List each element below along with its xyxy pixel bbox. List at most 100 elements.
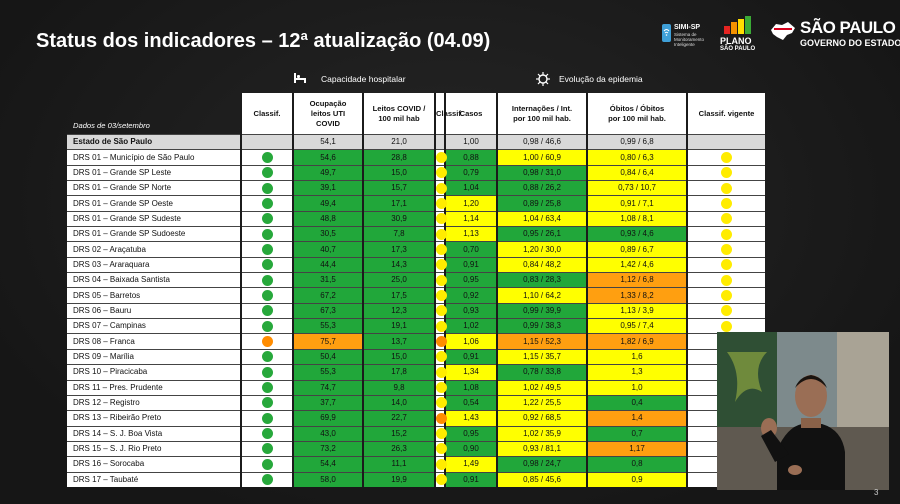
capacity-classification [240,318,293,334]
hospitalizations-value: 1,04 / 63,4 [496,210,587,227]
uti-occupancy-value: 74,7 [292,379,363,396]
uti-occupancy-value: 43,0 [292,425,363,442]
covid-beds-value: 15,7 [362,180,435,196]
virus-icon [536,72,550,86]
region-name: DRS 07 – Campinas [67,318,241,334]
hospitalizations-value: 1,20 / 30,0 [496,241,587,258]
cases-value: 1,43 [444,410,497,427]
status-dot-icon [261,274,273,286]
status-dot-icon [721,305,732,317]
table-body: Estado de São Paulo 54,1 21,0 1,00 0,98 / 46… [67,133,765,487]
table-row: DRS 13 – Ribeirão Preto 69,9 22,7 1,43 0,92 … [67,410,765,427]
table-row: DRS 14 – S. J. Boa Vista 43,0 15,2 0,95 1,02… [67,425,765,442]
uti-occupancy-value: 55,3 [292,318,363,334]
capacity-classification [240,226,293,242]
header-cases: Casos [444,93,497,135]
status-dot-icon [261,336,273,348]
cases-value: 0,95 [444,272,497,288]
hospitalizations-value: 1,10 / 64,2 [496,287,587,304]
header-uti-occupancy: Ocupação leitos UTI COVID [292,93,363,135]
region-name: DRS 09 – Marília [67,348,241,365]
covid-beds-value: 7,8 [362,226,435,242]
status-dot-icon [261,228,273,240]
deaths-value: 0,4 [586,394,687,411]
current-classification [686,180,765,196]
status-dot-icon [436,243,447,255]
header-deaths: Óbitos / Óbitos por 100 mil hab. [586,93,687,135]
status-dot-icon [261,443,273,455]
status-dot-icon [436,274,447,286]
epidemic-classification [434,180,447,196]
cases-value: 1,04 [444,180,497,196]
uti-occupancy-value: 54,4 [292,456,363,473]
status-dot-icon [436,151,447,163]
table-row: DRS 06 – Bauru 67,3 12,3 0,93 0,99 / 39,9 1,1… [67,302,765,319]
deaths-value: 0,93 / 4,6 [586,226,687,242]
table-row: DRS 15 – S. J. Rio Preto 73,2 26,3 0,90 0,93… [67,440,765,457]
covid-beds-value: 17,5 [362,287,435,304]
table-row: DRS 01 – Grande SP Sudeste 48,8 30,9 1,14 1,… [67,210,765,227]
hospitalizations-value: 0,99 / 38,3 [496,318,587,334]
table-row: DRS 01 – Município de São Paulo 54,6 28,8 0… [67,149,765,166]
hospitalizations-value: 1,15 / 35,7 [496,348,587,365]
capacity-classification [240,210,293,227]
region-name: DRS 10 – Piracicaba [67,364,241,380]
region-name: DRS 14 – S. J. Boa Vista [67,425,241,442]
deaths-value: 1,82 / 6,9 [586,333,687,350]
deaths-value: 0,84 / 6,4 [586,164,687,181]
region-name: DRS 04 – Baixada Santista [67,272,241,288]
sp-map-icon [771,22,795,40]
table-row: DRS 01 – Grande SP Norte 39,1 15,7 1,04 0,88… [67,180,765,196]
status-dot-icon [436,197,447,209]
cases-value: 1,00 [444,133,497,150]
status-dot-icon [261,182,273,194]
region-name: DRS 03 – Araraquara [67,256,241,273]
capacity-classification [240,149,293,166]
epidemic-classification [434,226,447,242]
header-covid-beds: Leitos COVID / 100 mil hab [362,93,435,135]
uti-occupancy-value: 54,6 [292,149,363,166]
uti-occupancy-value: 50,4 [292,348,363,365]
covid-beds-value: 30,9 [362,210,435,227]
simi-name: SIMI-SP [674,24,701,31]
status-dot-icon [261,290,273,301]
covid-beds-value: 21,0 [362,133,435,150]
capacity-classification [240,333,293,350]
status-dot-icon [436,182,447,194]
current-classification [686,149,765,166]
table-header-row: Dados de 03/setembro Classif. Ocupação l… [67,93,765,135]
header-current-classification: Classif. vigente [686,93,765,135]
epidemic-classification [434,333,447,350]
deaths-value: 0,89 / 6,7 [586,241,687,258]
epidemic-classification [434,425,447,442]
deaths-value: 1,08 / 8,1 [586,210,687,227]
hospitalizations-value: 0,84 / 48,2 [496,256,587,273]
current-classification [686,287,765,304]
region-name: DRS 11 – Pres. Prudente [67,379,241,396]
deaths-value: 1,6 [586,348,687,365]
deaths-value: 0,91 / 7,1 [586,195,687,212]
capacity-classification [240,133,293,150]
cases-value: 0,91 [444,256,497,273]
status-dot-icon [721,182,732,194]
deaths-value: 1,0 [586,379,687,396]
uti-occupancy-value: 48,8 [292,210,363,227]
capacity-classification [240,287,293,304]
current-classification [686,164,765,181]
plano-sp-logo: PLANO SÃO PAULO [720,16,762,56]
epidemic-classification [434,287,447,304]
capacity-classification [240,425,293,442]
section-headers: Capacidade hospitalar Evolução da epidem… [0,72,900,90]
cases-value: 0,93 [444,302,497,319]
hospitalizations-value: 0,78 / 33,8 [496,364,587,380]
status-dot-icon [721,320,732,332]
hospitalizations-value: 0,98 / 24,7 [496,456,587,473]
uti-occupancy-value: 49,4 [292,195,363,212]
hospitalizations-value: 0,95 / 26,1 [496,226,587,242]
deaths-value: 1,4 [586,410,687,427]
covid-beds-value: 12,3 [362,302,435,319]
epidemic-classification [434,379,447,396]
status-dot-icon [721,259,732,271]
capacity-classification [240,302,293,319]
hospitalizations-value: 1,22 / 25,5 [496,394,587,411]
